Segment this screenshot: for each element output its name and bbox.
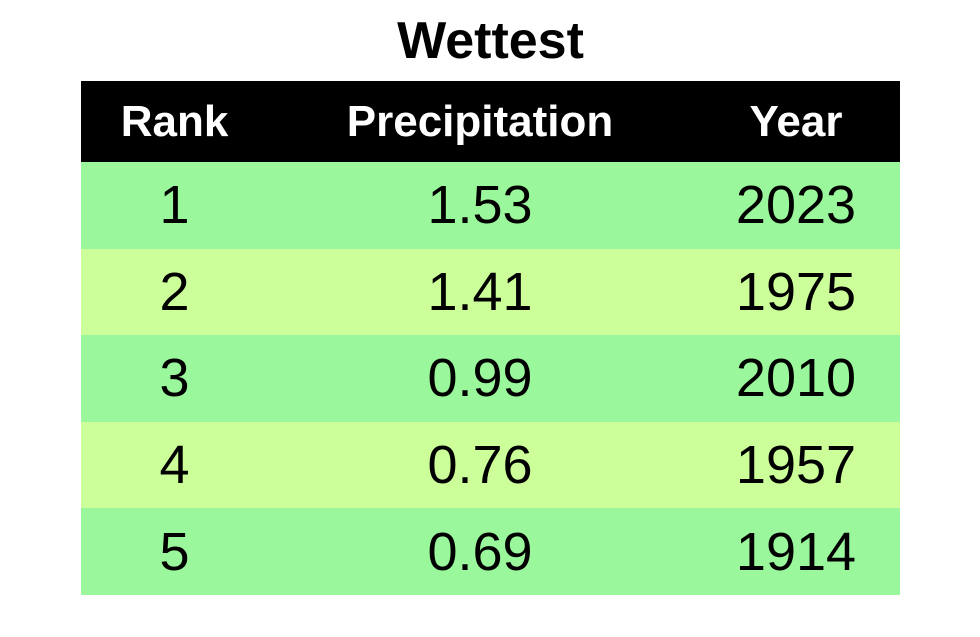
table-row: 4 0.76 1957 — [81, 421, 900, 509]
table-cell: 2023 — [735, 175, 857, 236]
table-cell: 0.76 — [427, 435, 533, 496]
table-cell: 1.41 — [427, 261, 533, 322]
table-cell: 1.53 — [427, 175, 533, 236]
table-cell: 1957 — [735, 435, 857, 496]
table-title: Wettest — [397, 12, 584, 70]
table-cell: 3 — [159, 348, 190, 409]
table-cell: 5 — [159, 521, 190, 582]
table-row: 2 1.41 1975 — [81, 248, 900, 336]
column-header: Year — [749, 96, 843, 146]
column-header: Rank — [120, 96, 229, 146]
table-cell: 1 — [159, 175, 190, 236]
table-cell: 2 — [159, 261, 190, 322]
table-cell: 4 — [159, 435, 190, 496]
table: Rank Precipitation Year 1 1.53 2023 2 1.41 1975 3… — [81, 81, 900, 595]
table-row: 5 0.69 1914 — [81, 508, 900, 595]
table-cell: 0.69 — [427, 521, 533, 582]
table-cell: 0.99 — [427, 348, 533, 409]
table-cell: 2010 — [735, 348, 857, 409]
column-header: Precipitation — [346, 96, 614, 146]
table-cell: 1975 — [735, 261, 857, 322]
table-row: 1 1.53 2023 — [81, 162, 900, 249]
header-row: Rank Precipitation Year — [81, 81, 900, 162]
table-row: 3 0.99 2010 — [81, 335, 900, 422]
table-cell: 1914 — [735, 521, 857, 582]
